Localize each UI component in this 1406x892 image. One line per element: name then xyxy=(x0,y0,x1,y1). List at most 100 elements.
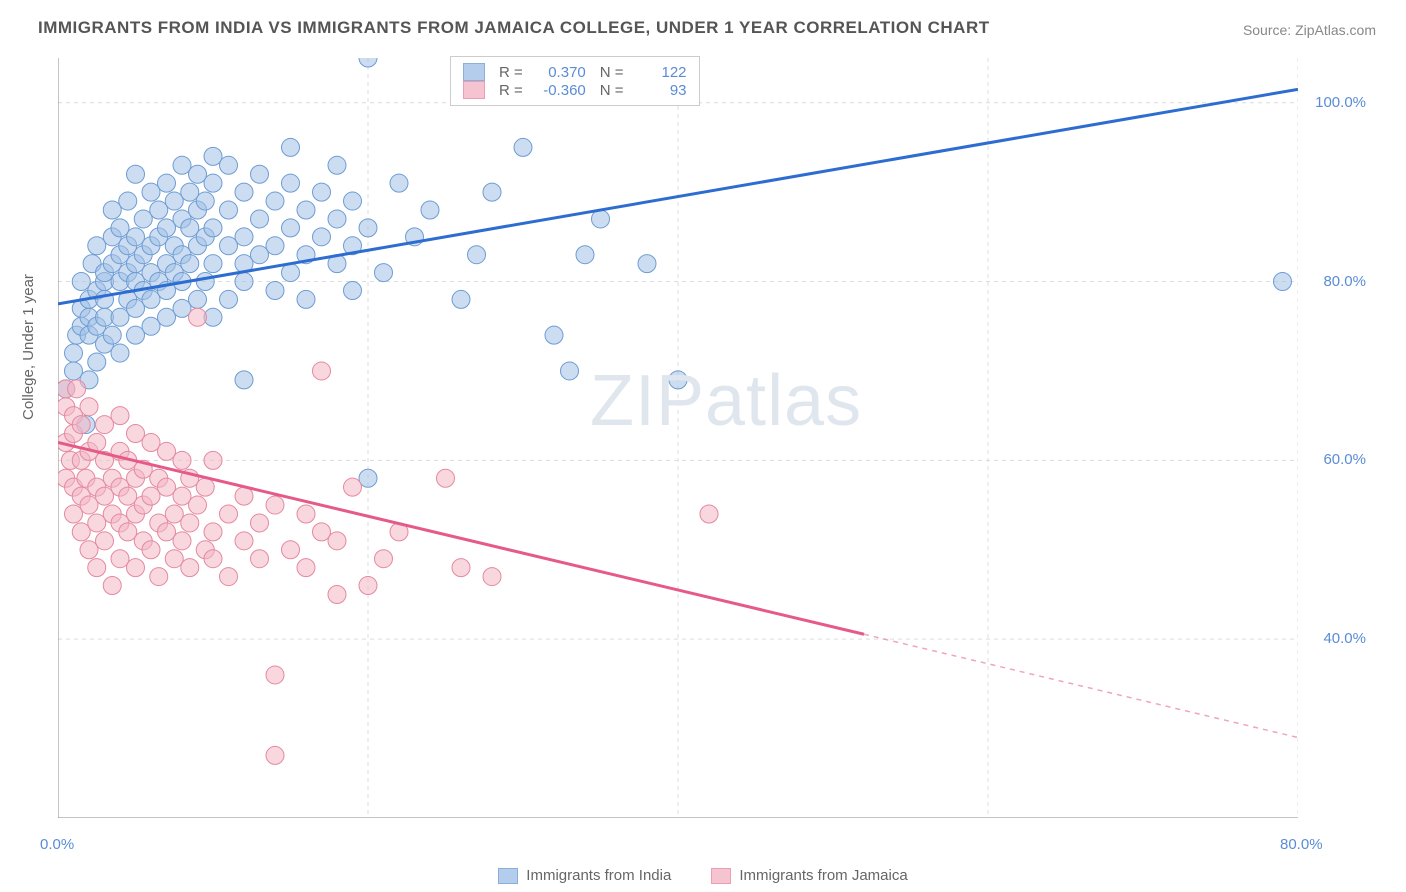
scatter-point-jamaica xyxy=(127,559,145,577)
scatter-point-jamaica xyxy=(313,523,331,541)
scatter-point-india xyxy=(282,264,300,282)
scatter-point-india xyxy=(375,264,393,282)
scatter-point-india xyxy=(189,290,207,308)
scatter-point-jamaica xyxy=(235,487,253,505)
scatter-point-india xyxy=(235,273,253,291)
scatter-point-india xyxy=(235,183,253,201)
scatter-point-jamaica xyxy=(80,541,98,559)
legend-label-india: Immigrants from India xyxy=(526,867,671,884)
scatter-point-india xyxy=(196,192,214,210)
scatter-point-india xyxy=(251,246,269,264)
scatter-point-india xyxy=(111,219,129,237)
scatter-point-india xyxy=(313,228,331,246)
scatter-point-jamaica xyxy=(142,541,160,559)
n-label: N = xyxy=(600,82,624,99)
scatter-point-jamaica xyxy=(189,496,207,514)
scatter-point-india xyxy=(235,228,253,246)
scatter-point-india xyxy=(181,255,199,273)
scatter-point-india xyxy=(142,317,160,335)
scatter-point-jamaica xyxy=(88,514,106,532)
scatter-point-jamaica xyxy=(181,514,199,532)
scatter-point-jamaica xyxy=(375,550,393,568)
series-legend: Immigrants from India Immigrants from Jam… xyxy=(0,867,1406,884)
scatter-point-jamaica xyxy=(150,568,168,586)
scatter-point-jamaica xyxy=(196,478,214,496)
y-axis-label: College, Under 1 year xyxy=(20,274,37,420)
scatter-point-india xyxy=(196,273,214,291)
scatter-point-india xyxy=(65,344,83,362)
scatter-point-india xyxy=(328,210,346,228)
scatter-point-jamaica xyxy=(173,532,191,550)
scatter-point-india xyxy=(181,183,199,201)
legend-stats-row-jamaica: R =-0.360N =93 xyxy=(463,81,687,99)
n-label: N = xyxy=(600,64,624,81)
scatter-point-jamaica xyxy=(119,487,137,505)
n-value: 122 xyxy=(632,64,687,81)
scatter-point-jamaica xyxy=(483,568,501,586)
scatter-point-jamaica xyxy=(204,523,222,541)
scatter-point-jamaica xyxy=(173,487,191,505)
scatter-point-india xyxy=(88,353,106,371)
r-value: -0.360 xyxy=(531,82,586,99)
scatter-point-india xyxy=(313,183,331,201)
scatter-point-jamaica xyxy=(282,541,300,559)
scatter-point-jamaica xyxy=(266,496,284,514)
scatter-point-india xyxy=(235,371,253,389)
scatter-point-jamaica xyxy=(700,505,718,523)
scatter-point-jamaica xyxy=(297,559,315,577)
scatter-point-india xyxy=(359,58,377,67)
x-tick-label: 80.0% xyxy=(1280,836,1323,853)
legend-label-jamaica: Immigrants from Jamaica xyxy=(739,867,907,884)
scatter-point-jamaica xyxy=(158,442,176,460)
scatter-point-india xyxy=(189,165,207,183)
scatter-point-jamaica xyxy=(297,505,315,523)
y-tick-label: 40.0% xyxy=(1323,630,1366,647)
scatter-point-india xyxy=(421,201,439,219)
scatter-point-jamaica xyxy=(181,559,199,577)
scatter-point-jamaica xyxy=(173,451,191,469)
r-label: R = xyxy=(499,82,523,99)
scatter-point-jamaica xyxy=(142,433,160,451)
r-label: R = xyxy=(499,64,523,81)
scatter-point-india xyxy=(88,237,106,255)
y-tick-label: 60.0% xyxy=(1323,451,1366,468)
scatter-point-jamaica xyxy=(96,416,114,434)
scatter-point-india xyxy=(142,290,160,308)
source-attribution: Source: ZipAtlas.com xyxy=(1243,22,1376,38)
scatter-point-india xyxy=(282,219,300,237)
watermark: ZIPatlas xyxy=(590,360,862,442)
scatter-point-india xyxy=(328,156,346,174)
scatter-point-jamaica xyxy=(142,487,160,505)
scatter-point-india xyxy=(266,237,284,255)
scatter-point-jamaica xyxy=(119,523,137,541)
scatter-point-jamaica xyxy=(111,407,129,425)
scatter-point-india xyxy=(220,290,238,308)
scatter-point-india xyxy=(158,174,176,192)
scatter-point-jamaica xyxy=(251,514,269,532)
scatter-point-india xyxy=(173,156,191,174)
scatter-point-jamaica xyxy=(165,505,183,523)
scatter-point-india xyxy=(561,362,579,380)
scatter-point-india xyxy=(165,192,183,210)
scatter-point-india xyxy=(344,192,362,210)
legend-swatch-india xyxy=(463,63,485,81)
scatter-point-india xyxy=(359,469,377,487)
scatter-point-india xyxy=(173,299,191,317)
scatter-point-india xyxy=(468,246,486,264)
scatter-point-jamaica xyxy=(80,496,98,514)
scatter-point-india xyxy=(150,201,168,219)
scatter-point-india xyxy=(158,219,176,237)
scatter-point-jamaica xyxy=(158,478,176,496)
scatter-point-india xyxy=(576,246,594,264)
scatter-point-india xyxy=(638,255,656,273)
y-tick-label: 80.0% xyxy=(1323,273,1366,290)
chart-title: IMMIGRANTS FROM INDIA VS IMMIGRANTS FROM… xyxy=(38,18,990,38)
legend-swatch-jamaica xyxy=(463,81,485,99)
scatter-point-india xyxy=(297,290,315,308)
scatter-point-jamaica xyxy=(204,451,222,469)
scatter-point-jamaica xyxy=(165,550,183,568)
scatter-point-india xyxy=(127,326,145,344)
scatter-point-india xyxy=(142,183,160,201)
scatter-point-india xyxy=(545,326,563,344)
scatter-point-jamaica xyxy=(111,550,129,568)
